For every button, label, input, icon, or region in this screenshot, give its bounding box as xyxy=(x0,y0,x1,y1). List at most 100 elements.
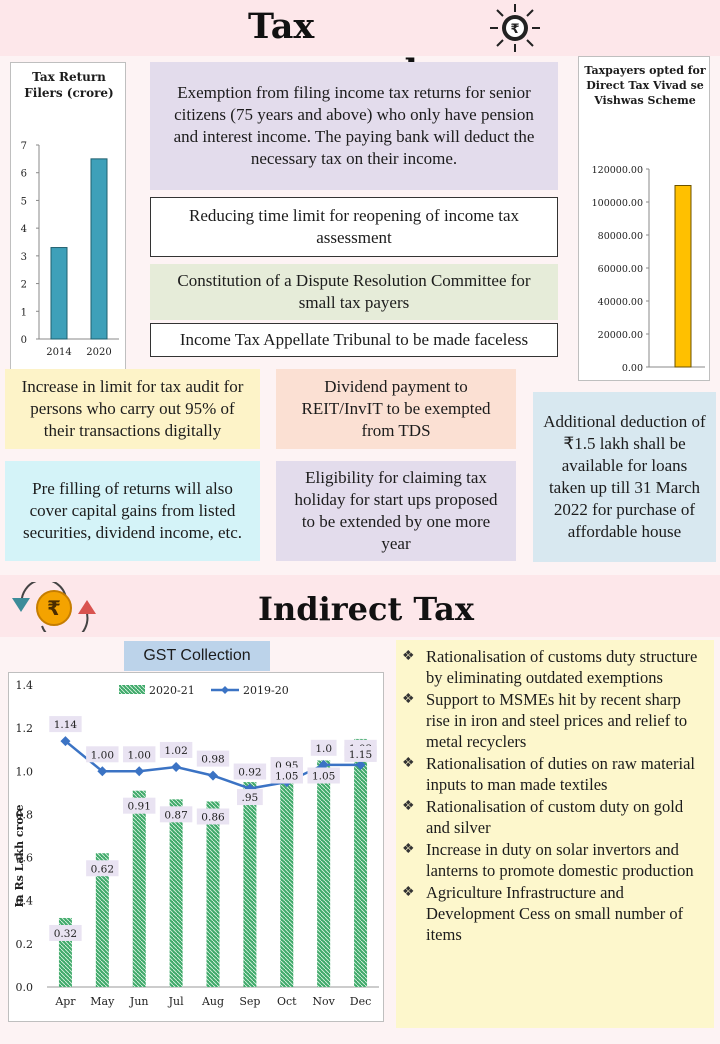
y-tick-label: 20000.00 xyxy=(598,330,643,341)
dividend-box: Dividend payment to REIT/InvIT to be exe… xyxy=(276,369,516,449)
bar-data-label: .95 xyxy=(242,792,259,804)
x-tick-label: Jul xyxy=(168,995,184,1008)
y-tick-label: 4 xyxy=(21,224,27,235)
bar-data-label: 0.32 xyxy=(54,928,77,940)
bullet-item: ❖ Agriculture Infrastructure and Developm… xyxy=(402,882,706,945)
prefill-box: Pre filling of returns will also cover c… xyxy=(5,461,260,561)
x-tick-label: May xyxy=(90,995,115,1008)
line-data-label-bg xyxy=(233,763,267,780)
line-point xyxy=(318,759,329,770)
gst-plot: 0.0 0.2 0.4 0.6 0.8 1.0 1.2 1.4 In Rs Lakh crore… xyxy=(13,679,379,1008)
svg-text:₹: ₹ xyxy=(47,596,61,620)
line-data-label-bg xyxy=(123,746,156,763)
bar xyxy=(95,853,109,987)
legend-swatch-2020-21 xyxy=(119,685,145,694)
y-tick-label: 1.0 xyxy=(16,765,34,778)
legend-label: 2019-20 xyxy=(243,684,289,697)
y-tick-label: 1.4 xyxy=(16,679,34,692)
tribunal-box: Income Tax Appellate Tribunal to be made… xyxy=(150,323,558,357)
vivad-chart: Taxpayers opted for Direct Tax Vivad se … xyxy=(578,56,710,381)
bar xyxy=(90,158,108,340)
bar xyxy=(674,185,692,368)
line-data-label: 0.98 xyxy=(201,754,224,766)
line-point xyxy=(97,766,108,777)
vivad-plot: 0.00 20000.00 40000.00 60000.00 80000.00 1000… xyxy=(592,165,705,374)
line-data-label-bg xyxy=(310,739,337,756)
y-tick-label: 80000.00 xyxy=(598,231,643,242)
bar-data-label-bg xyxy=(236,789,263,806)
y-tick-label: 100000.00 xyxy=(592,198,643,209)
line-data-label-bg xyxy=(86,746,119,763)
bullet-marker-icon: ❖ xyxy=(402,885,415,900)
line-data-label: 0.92 xyxy=(238,767,261,779)
y-axis-label: In Rs Lakh crore xyxy=(13,804,26,907)
y-tick-label: 1.2 xyxy=(16,722,34,735)
bar-data-label-bg xyxy=(307,767,340,784)
bullet-marker-icon: ❖ xyxy=(402,799,415,814)
bar xyxy=(354,738,368,987)
bar-data-label-bg xyxy=(196,808,230,825)
line-data-label: 1.02 xyxy=(164,745,187,757)
vivad-chart-title: Taxpayers opted for Direct Tax Vivad se … xyxy=(584,64,706,107)
line-data-label: 1.00 xyxy=(128,749,151,761)
line-data-label: 1.0 xyxy=(315,743,332,755)
dispute-box: Constitution of a Dispute Resolution Com… xyxy=(150,264,558,320)
bullet-list: ❖ Rationalisation of customs duty structu… xyxy=(402,646,706,945)
bullet-text: Rationalisation of custom duty on gold a… xyxy=(426,797,684,837)
bar-data-label: 0.86 xyxy=(201,811,225,823)
bar-data-label: 1.05 xyxy=(275,771,298,783)
y-tick-label: 1 xyxy=(21,307,27,318)
page-title: Tax proposals xyxy=(248,6,437,93)
bar-data-label-bg xyxy=(123,797,156,814)
bullet-text: Rationalisation of customs duty structur… xyxy=(426,647,698,687)
header-band xyxy=(0,0,720,56)
bar xyxy=(206,801,220,987)
y-tick-label: 3 xyxy=(21,252,27,263)
y-tick-label: 0.4 xyxy=(16,895,34,908)
y-tick-label: 60000.00 xyxy=(598,264,643,275)
y-tick-label: 7 xyxy=(21,141,27,152)
bar-data-label: 0.87 xyxy=(164,809,187,821)
line-point xyxy=(171,761,182,772)
bullet-item: ❖ Increase in duty on solar invertors and… xyxy=(402,839,706,881)
x-tick-label: Jun xyxy=(129,995,149,1008)
bar xyxy=(280,760,294,987)
x-tick-label: Apr xyxy=(54,995,76,1008)
line-point xyxy=(134,766,145,777)
bar-data-label-bg xyxy=(344,745,377,762)
bullet-item: ❖ Rationalisation of customs duty structu… xyxy=(402,646,706,688)
line-point xyxy=(60,736,71,747)
bullet-marker-icon: ❖ xyxy=(402,692,415,707)
bar xyxy=(132,790,146,987)
x-tick-label: Dec xyxy=(350,995,372,1008)
reopening-box: Reducing time limit for reopening of inc… xyxy=(150,197,558,257)
audit-box: Increase in limit for tax audit for pers… xyxy=(5,369,260,449)
bullet-item: ❖ Rationalisation of duties on raw materi… xyxy=(402,753,706,795)
y-tick-label: 0.6 xyxy=(16,852,34,865)
filers-chart-title: Tax Return Filers (crore) xyxy=(24,70,114,100)
x-tick-label: Aug xyxy=(201,995,224,1008)
bullet-marker-icon: ❖ xyxy=(402,649,415,664)
y-tick-label: 5 xyxy=(21,196,27,207)
indirect-bullets: ❖ Rationalisation of customs duty structu… xyxy=(396,640,714,1028)
y-tick-label: 2 xyxy=(21,280,27,291)
indirect-band xyxy=(0,575,720,637)
bar xyxy=(243,782,257,987)
bullet-marker-icon: ❖ xyxy=(402,756,415,771)
y-tick-label: 40000.00 xyxy=(598,297,643,308)
y-tick-label: 120000.00 xyxy=(592,165,643,176)
rupee-cycle-icon: ₹ xyxy=(8,578,108,643)
bullet-text: Increase in duty on solar invertors and … xyxy=(426,840,694,880)
bullet-item: ❖ Rationalisation of custom duty on gold … xyxy=(402,796,706,838)
line-data-label-bg xyxy=(196,750,230,767)
bullet-text: Agriculture Infrastructure and Developme… xyxy=(426,883,684,944)
bar xyxy=(169,799,183,987)
y-tick-label: 0 xyxy=(21,335,27,346)
line-data-label-bg xyxy=(49,716,82,733)
y-tick-label: 6 xyxy=(21,169,27,180)
bar-data-label-bg xyxy=(86,860,119,877)
filers-chart: Tax Return Filers (crore) 0 1 2 3 4 5 6 7 2014 20… xyxy=(10,62,126,370)
rupee-gear-icon: ₹ xyxy=(480,2,550,54)
x-tick-label: 2014 xyxy=(46,347,71,358)
x-tick-label: Oct xyxy=(277,995,297,1008)
